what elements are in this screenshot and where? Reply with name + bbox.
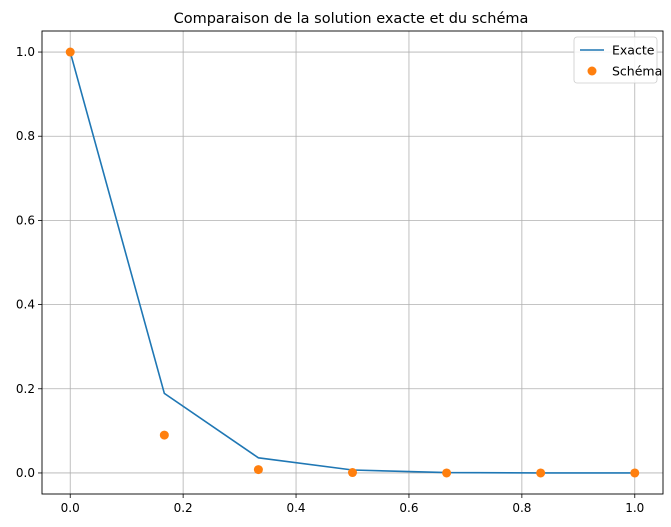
y-tick-label: 0.0 [16,466,35,480]
y-axis-ticks: 0.0 0.2 0.4 0.6 0.8 1.0 [16,45,42,480]
data-point-schema [253,465,263,475]
legend-label: Schéma [612,64,662,79]
y-tick-label: 0.8 [16,129,35,143]
x-tick-label: 1.0 [625,501,644,515]
x-tick-label: 0.8 [512,501,531,515]
data-point-schema [65,47,75,57]
y-tick-label: 0.6 [16,213,35,227]
grid [42,31,663,494]
y-tick-label: 1.0 [16,45,35,59]
x-tick-label: 0.0 [61,501,80,515]
x-axis-ticks: 0.0 0.2 0.4 0.6 0.8 1.0 [61,494,644,515]
series-line-exacte [69,51,635,474]
data-point-schema [442,468,452,478]
x-tick-label: 0.6 [399,501,418,515]
y-tick-label: 0.4 [16,298,35,312]
data-point-schema [159,430,169,440]
legend: Exacte Schéma [573,36,662,84]
x-tick-label: 0.4 [286,501,305,515]
legend-label: Exacte [612,43,655,58]
plot-frame [41,30,664,495]
data-point-schema [348,468,357,478]
series-layer [65,47,640,478]
chart-title: Comparaison de la solution exacte et du … [174,11,529,27]
y-tick-label: 0.2 [16,382,35,396]
x-tick-label: 0.2 [174,501,193,515]
data-point-schema [536,468,546,478]
data-point-schema [630,468,640,478]
legend-swatch-marker [587,66,597,76]
